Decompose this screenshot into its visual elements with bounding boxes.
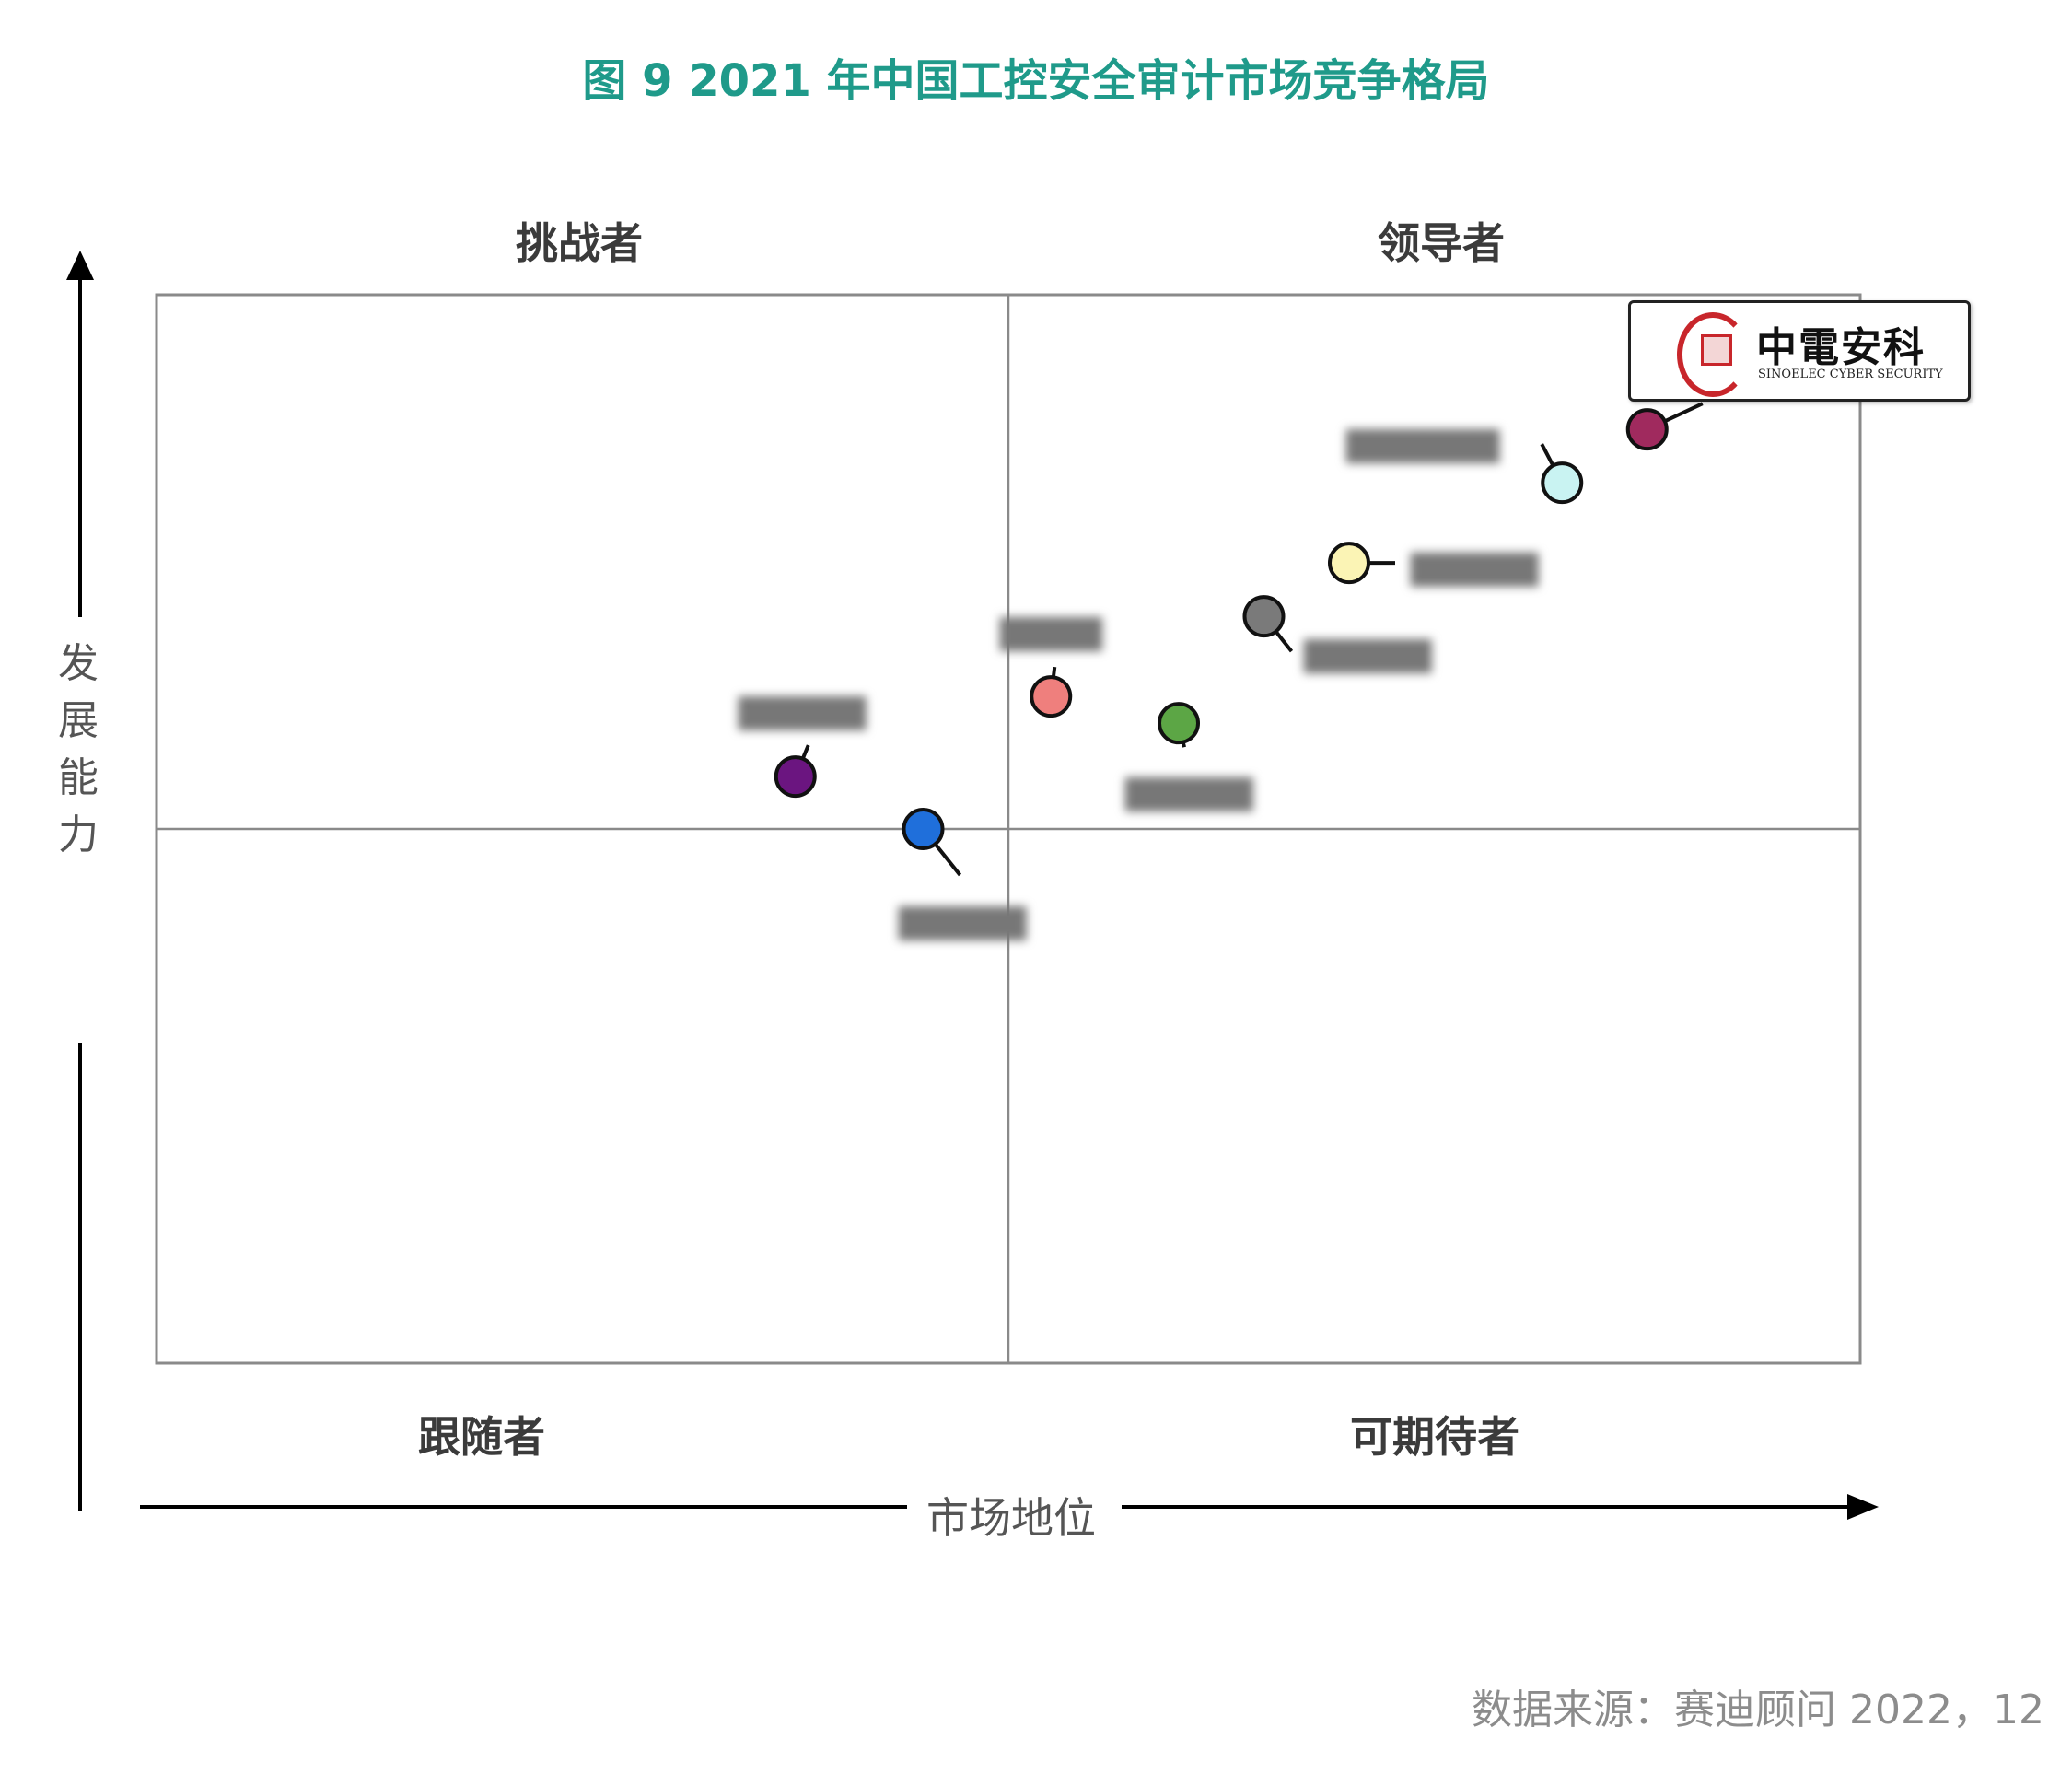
data-point [1328,542,1370,585]
data-source-note: 数据来源：赛迪顾问 2022，12 [1472,1686,2044,1733]
y-axis-arrowhead [66,251,94,280]
data-point [1242,595,1286,638]
highlight-callout: 中電安科 SINOELEC CYBER SECURITY [1628,300,1971,402]
chart-title: 图 9 2021 年中国工控安全审计市场竞争格局 [582,55,1490,107]
quadrant-label-promising: 可期待者 [1350,1412,1519,1462]
data-point [1541,461,1584,505]
data-point [902,808,945,850]
y-axis-label-char: 力 [58,811,99,858]
quadrant-label-challengers: 挑战者 [516,218,643,268]
company-label-blurred: ▇▇▇▇▇▇ [1346,426,1500,463]
y-axis-label: 发 展 能 力 [55,636,101,864]
y-axis-label-char: 发 [58,640,99,687]
data-point [1625,408,1669,451]
data-point [1158,702,1200,745]
x-axis-arrowhead [1847,1494,1879,1520]
company-label-blurred: ▇▇▇▇ [1000,613,1102,651]
quadrant-label-followers: 跟随者 [418,1412,545,1462]
company-name-en: SINOELEC CYBER SECURITY [1758,368,1943,381]
company-label-blurred: ▇▇▇▇▇ [1304,636,1432,673]
x-axis-label: 市场地位 [912,1485,1111,1546]
y-axis-label-char: 能 [58,754,99,801]
quadrant-label-leaders: 领导者 [1378,218,1505,268]
company-logo-seal [1677,312,1749,397]
y-axis-label-char: 展 [58,697,99,744]
company-label-blurred: ▇▇▇▇▇ [1411,549,1539,587]
company-label-blurred: ▇▇▇▇▇ [1125,774,1253,811]
company-name-cn: 中電安科 [1756,324,1926,371]
data-points [774,408,1669,850]
company-label-blurred: ▇▇▇▇▇ [899,903,1027,940]
company-label-blurred: ▇▇▇▇▇ [739,693,867,730]
data-point [774,755,817,799]
company-logo-seal-center [1701,334,1732,366]
data-point [1030,675,1073,718]
